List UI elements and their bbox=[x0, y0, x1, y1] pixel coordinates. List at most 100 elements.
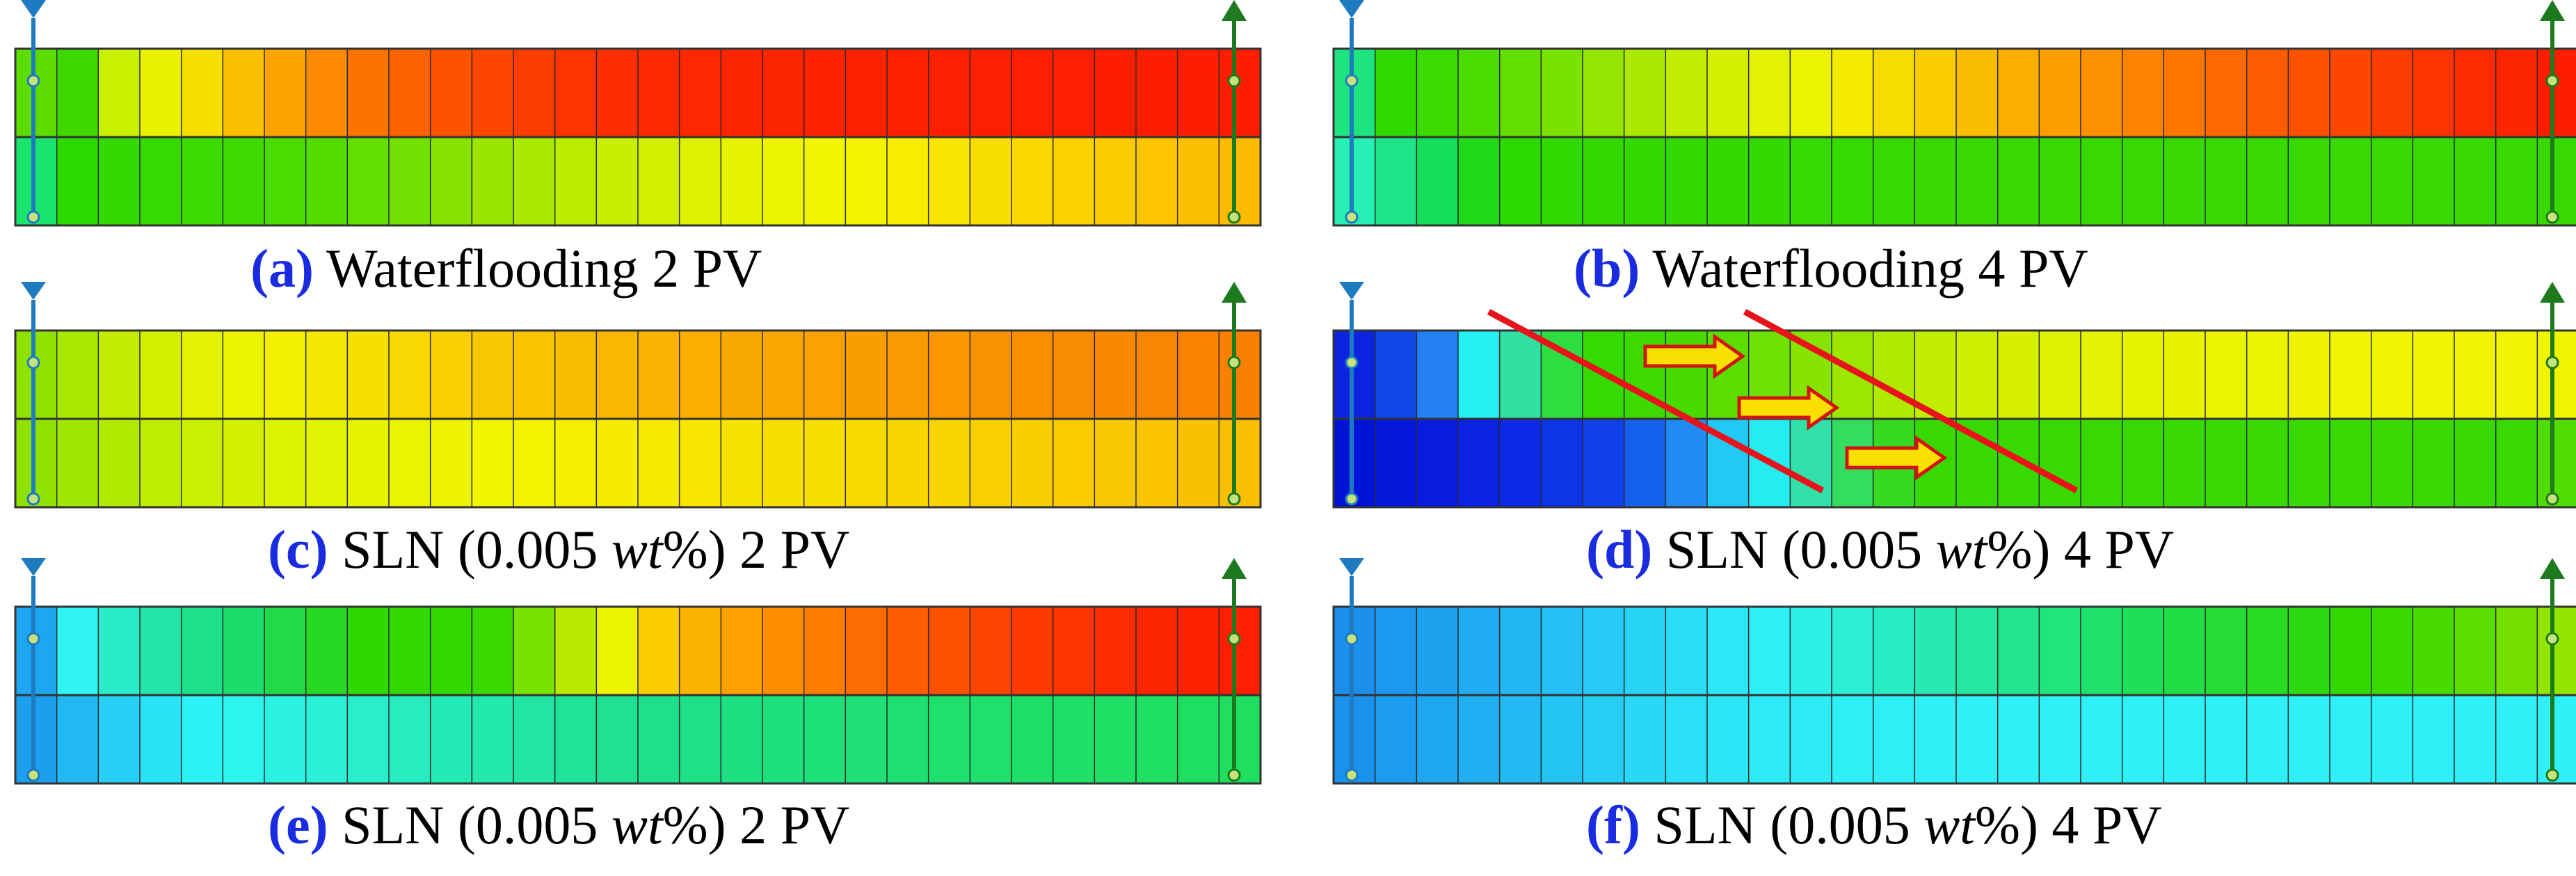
grid-cell bbox=[1914, 606, 1958, 696]
grid-cell bbox=[2454, 694, 2497, 784]
panel-label: (c) bbox=[268, 519, 328, 580]
grid-cell bbox=[305, 136, 349, 226]
grid-cell bbox=[1747, 694, 1791, 784]
bottom-row-d bbox=[1333, 418, 2576, 508]
grid-cell bbox=[2287, 136, 2331, 226]
caption-text: Waterflooding 4 PV bbox=[1640, 238, 2088, 298]
grid-cell bbox=[1011, 330, 1054, 420]
producer-well bbox=[2540, 282, 2565, 506]
grid-cell bbox=[513, 330, 556, 420]
front-line-lead bbox=[1743, 309, 2079, 493]
grid-cell bbox=[1135, 418, 1178, 508]
grid-cell bbox=[886, 330, 929, 420]
grid-cell bbox=[180, 48, 224, 138]
grid-cell bbox=[1457, 330, 1501, 420]
grid-cell bbox=[1416, 606, 1459, 696]
grid-cell bbox=[1540, 418, 1584, 508]
grid-cell bbox=[2536, 330, 2576, 420]
grid-cell bbox=[1831, 694, 1874, 784]
producer-marker-icon bbox=[1222, 0, 1247, 21]
grid-cell bbox=[969, 330, 1013, 420]
injector-well bbox=[1339, 282, 1364, 506]
grid-cell bbox=[803, 418, 847, 508]
grid-cell bbox=[1665, 606, 1709, 696]
grid-cell bbox=[2329, 694, 2372, 784]
grid-cell bbox=[678, 694, 722, 784]
grid-cell bbox=[2038, 694, 2082, 784]
panel-label: (a) bbox=[250, 238, 314, 298]
grid-cell bbox=[678, 418, 722, 508]
grid-cell bbox=[1052, 694, 1096, 784]
grid-cell bbox=[2080, 418, 2123, 508]
grid-cell bbox=[2163, 418, 2207, 508]
grid-cell bbox=[927, 694, 971, 784]
grid-cell bbox=[2205, 136, 2248, 226]
well-node bbox=[1345, 632, 1359, 646]
grid-cell bbox=[969, 136, 1013, 226]
bottom-row-f bbox=[1333, 694, 2576, 784]
well-node bbox=[2545, 74, 2559, 88]
grid-cell bbox=[264, 418, 307, 508]
grid-cell bbox=[97, 606, 141, 696]
grid-cell bbox=[388, 330, 431, 420]
grid-cell bbox=[595, 418, 639, 508]
grid-cell bbox=[2080, 136, 2123, 226]
grid-cell bbox=[513, 606, 556, 696]
well-node bbox=[26, 210, 40, 224]
grid-cell bbox=[180, 330, 224, 420]
grid-cell bbox=[969, 48, 1013, 138]
grid-cell bbox=[1665, 418, 1709, 508]
injector-well bbox=[1339, 558, 1364, 782]
grid-cell bbox=[2495, 330, 2538, 420]
grid-cell bbox=[388, 694, 431, 784]
grid-cell bbox=[2163, 136, 2207, 226]
grid-cell bbox=[720, 330, 764, 420]
producer-marker-icon bbox=[2540, 282, 2565, 303]
well-node bbox=[26, 74, 40, 88]
grid-cell bbox=[1498, 136, 1542, 226]
top-row-e bbox=[15, 606, 1262, 696]
panel-f: (f) SLN (0.005 wt%) 4 PV bbox=[1332, 558, 2576, 855]
grid-cell bbox=[1457, 48, 1501, 138]
grid-cell bbox=[1374, 418, 1418, 508]
grid-cell bbox=[15, 330, 58, 420]
grid-cell bbox=[1665, 48, 1709, 138]
grid-cell bbox=[471, 136, 515, 226]
grid-cell bbox=[1374, 136, 1418, 226]
caption-text: SLN (0.005 bbox=[328, 519, 611, 580]
grid-cell bbox=[1498, 48, 1542, 138]
grid-cell bbox=[1094, 418, 1137, 508]
grid-cell bbox=[1094, 330, 1137, 420]
well-node bbox=[2545, 632, 2559, 646]
grid-cell bbox=[1094, 136, 1137, 226]
grid-cell bbox=[1218, 694, 1262, 784]
grid-cell bbox=[1665, 136, 1709, 226]
grid-cell bbox=[637, 606, 680, 696]
grid-cell bbox=[2412, 606, 2456, 696]
caption-text: SLN (0.005 bbox=[328, 795, 611, 855]
well-node bbox=[1345, 768, 1359, 782]
grid-cell bbox=[1052, 418, 1096, 508]
grid-cell bbox=[1789, 418, 1833, 508]
grid-cell bbox=[2329, 606, 2372, 696]
grid-cell bbox=[1374, 606, 1418, 696]
grid-cell bbox=[1997, 418, 2040, 508]
grid-cell bbox=[2246, 418, 2289, 508]
grid-cell bbox=[2246, 136, 2289, 226]
grid-cell bbox=[15, 418, 58, 508]
grid-cell bbox=[1333, 330, 1376, 420]
well-node bbox=[26, 356, 40, 369]
grid-cell bbox=[2121, 418, 2165, 508]
grid-cell bbox=[2495, 418, 2538, 508]
well-node bbox=[1227, 356, 1241, 369]
grid-cell bbox=[2370, 136, 2414, 226]
grid-cell bbox=[1997, 48, 2040, 138]
grid-cell bbox=[2121, 48, 2165, 138]
injector-well bbox=[21, 282, 46, 506]
grid-cell bbox=[2287, 330, 2331, 420]
grid-cell bbox=[139, 694, 182, 784]
grid-cell bbox=[969, 418, 1013, 508]
panel-caption-e: (e) SLN (0.005 wt%) 2 PV bbox=[268, 795, 849, 855]
grid-cell bbox=[513, 48, 556, 138]
grid-cell bbox=[762, 48, 805, 138]
